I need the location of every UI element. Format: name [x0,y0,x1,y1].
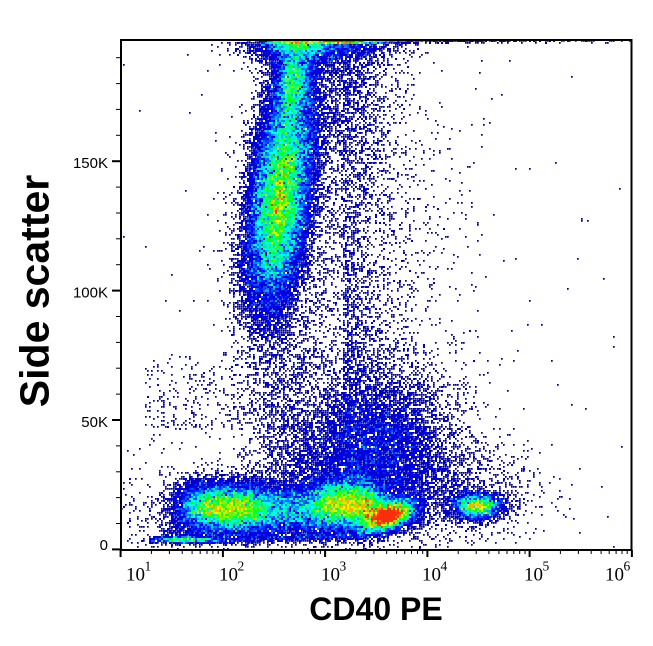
svg-text:4: 4 [441,559,448,574]
svg-text:5: 5 [543,559,550,574]
svg-text:Side scatter: Side scatter [12,175,58,407]
svg-text:2: 2 [238,559,245,574]
svg-text:100K: 100K [73,285,108,302]
svg-text:6: 6 [624,559,631,574]
svg-text:10: 10 [321,565,340,586]
svg-text:10: 10 [605,565,624,586]
svg-text:1: 1 [145,559,152,574]
svg-text:CD40 PE: CD40 PE [309,591,442,627]
svg-text:10: 10 [524,565,543,586]
svg-text:10: 10 [126,565,145,586]
svg-text:0: 0 [100,537,108,554]
svg-text:10: 10 [422,565,441,586]
svg-text:10: 10 [219,565,238,586]
svg-text:50K: 50K [81,414,108,431]
svg-text:150K: 150K [73,155,108,172]
svg-text:3: 3 [340,559,347,574]
